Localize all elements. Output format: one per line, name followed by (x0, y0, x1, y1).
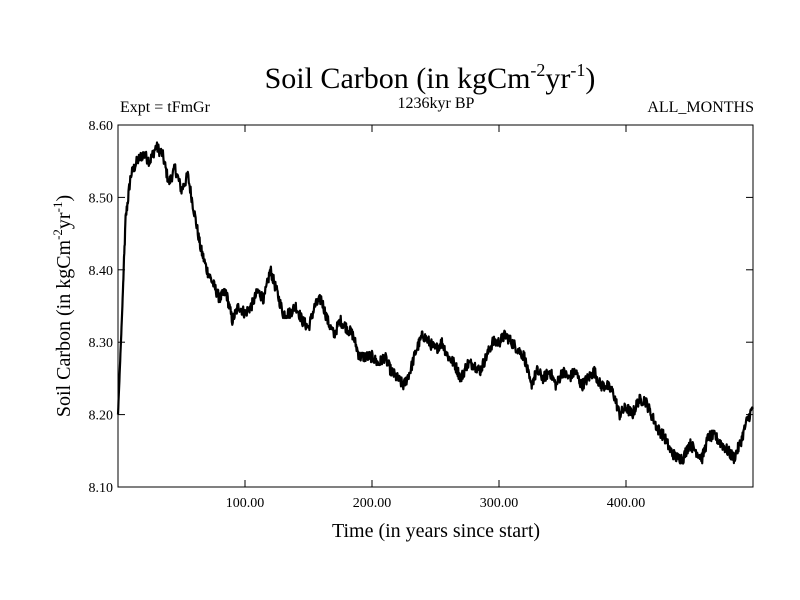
soil-carbon-series-line (116, 141, 754, 465)
y-tick-label: 8.10 (89, 481, 114, 496)
x-tick-label: 200.00 (353, 496, 392, 511)
y-axis-label-base: Soil Carbon (in kgCm (53, 239, 75, 417)
subtitle-left: Expt = tFmGr (120, 99, 211, 116)
y-tick-label: 8.40 (89, 264, 114, 279)
subtitle-center: 1236kyr BP (398, 95, 475, 112)
y-axis-label-sup1: -2 (50, 229, 65, 240)
x-tick-label: 400.00 (607, 496, 646, 511)
y-tick-label: 8.30 (89, 336, 114, 351)
chart-title: Soil Carbon (in kgCm-2yr-1) (265, 60, 596, 95)
chart-title-mid: yr (545, 62, 570, 95)
x-tick-label: 100.00 (226, 496, 265, 511)
x-axis-label: Time (in years since start) (332, 520, 540, 542)
chart-title-base: Soil Carbon (in kgCm (265, 62, 531, 95)
y-axis-label: Soil Carbon (in kgCm-2yr-1) (50, 195, 75, 417)
y-axis-label-mid: yr (53, 212, 75, 229)
plot-frame (117, 124, 754, 488)
y-axis-label-end: ) (53, 195, 75, 202)
y-tick-label: 8.60 (89, 119, 114, 134)
y-axis: 8.10 8.20 8.30 8.40 8.50 8.60 (89, 119, 753, 496)
x-tick-label: 300.00 (480, 496, 519, 511)
chart-title-sup2: -1 (570, 60, 585, 80)
chart-title-end: ) (585, 62, 595, 95)
subtitle-right: ALL_MONTHS (647, 99, 754, 116)
x-axis: 100.00 200.00 300.00 400.00 (226, 125, 646, 511)
chart-title-sup1: -2 (530, 60, 545, 80)
y-tick-label: 8.50 (89, 191, 114, 206)
y-tick-label: 8.20 (89, 409, 114, 424)
y-axis-label-sup2: -1 (50, 202, 65, 213)
